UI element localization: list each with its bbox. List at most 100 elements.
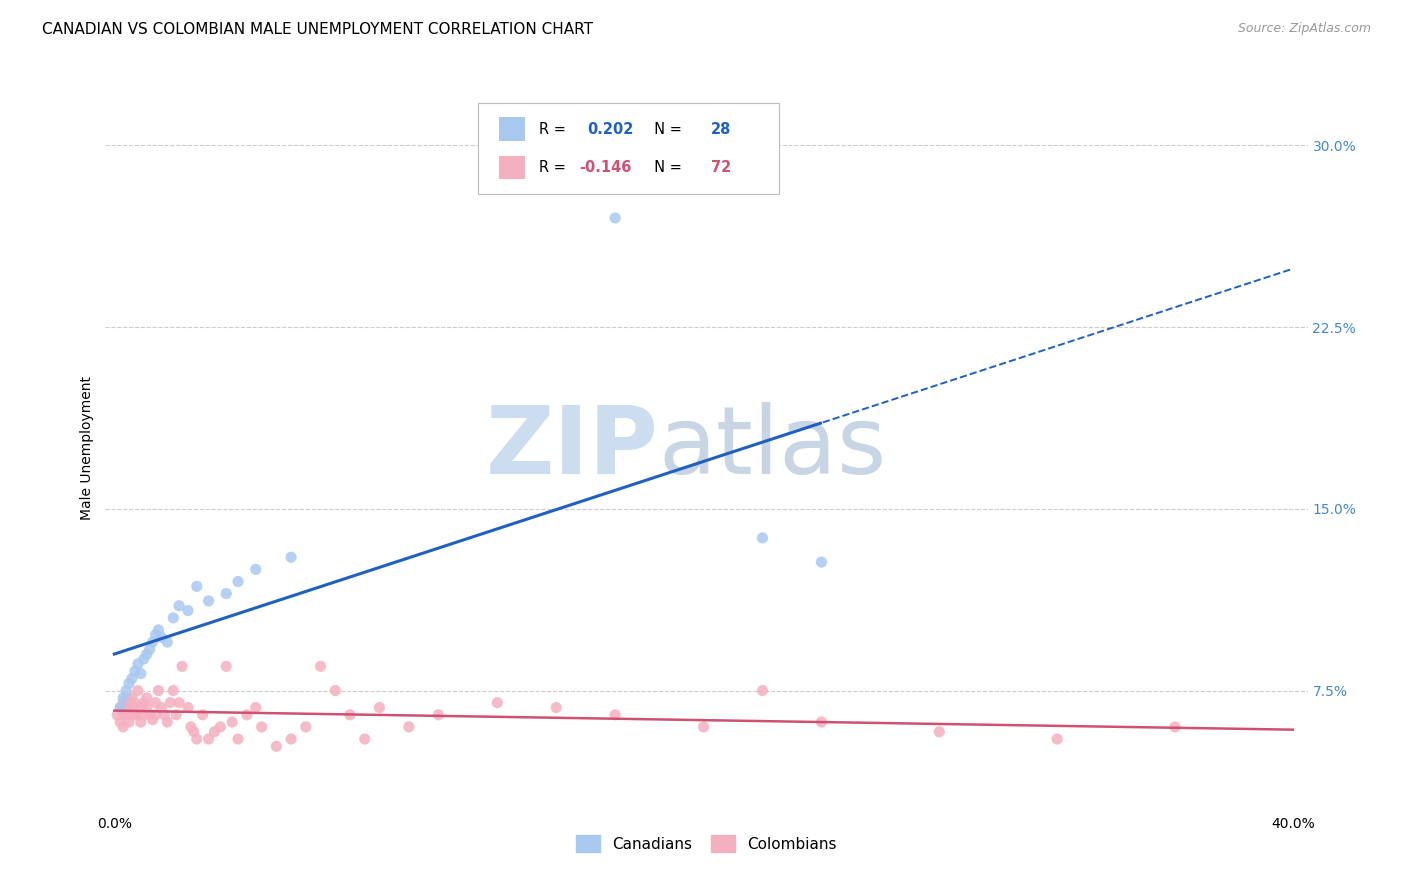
Point: [692, 720, 714, 734]
Point: [226, 731, 249, 746]
Point: [145, 628, 167, 642]
Point: [129, 666, 152, 681]
Point: [135, 690, 157, 705]
Point: [353, 731, 375, 746]
Point: [108, 714, 131, 729]
Point: [810, 555, 832, 569]
Point: [751, 531, 773, 545]
Point: [145, 707, 167, 722]
Point: [108, 700, 131, 714]
Point: [167, 696, 190, 710]
Point: [118, 714, 141, 729]
Point: [215, 659, 238, 673]
Point: [167, 599, 190, 613]
Text: R =: R =: [540, 121, 575, 136]
Point: [124, 664, 146, 678]
Text: 0.202: 0.202: [588, 121, 634, 136]
Point: [124, 707, 146, 722]
Point: [135, 647, 157, 661]
Point: [121, 672, 143, 686]
Point: [810, 714, 832, 729]
Text: CANADIAN VS COLOMBIAN MALE UNEMPLOYMENT CORRELATION CHART: CANADIAN VS COLOMBIAN MALE UNEMPLOYMENT …: [42, 22, 593, 37]
Point: [138, 707, 160, 722]
Point: [204, 724, 226, 739]
Point: [124, 700, 146, 714]
Point: [148, 683, 170, 698]
Point: [309, 659, 332, 673]
Y-axis label: Male Unemployment: Male Unemployment: [80, 376, 94, 520]
Point: [162, 683, 184, 698]
Point: [280, 731, 302, 746]
Point: [398, 720, 420, 734]
Point: [150, 630, 173, 644]
Point: [112, 707, 135, 722]
Point: [129, 714, 152, 729]
Point: [486, 696, 509, 710]
Point: [177, 700, 200, 714]
Point: [127, 683, 149, 698]
Text: atlas: atlas: [658, 402, 887, 494]
Point: [368, 700, 391, 714]
Point: [153, 707, 176, 722]
Text: N =: N =: [645, 121, 686, 136]
Point: [266, 739, 288, 754]
Point: [165, 707, 187, 722]
Point: [180, 720, 202, 734]
Point: [546, 700, 568, 714]
Point: [226, 574, 249, 589]
Point: [186, 579, 208, 593]
Point: [145, 696, 167, 710]
FancyBboxPatch shape: [478, 103, 779, 194]
Point: [142, 713, 165, 727]
Point: [605, 211, 627, 225]
Point: [177, 604, 200, 618]
Point: [197, 731, 219, 746]
Point: [115, 683, 138, 698]
Point: [132, 696, 155, 710]
Point: [183, 724, 205, 739]
FancyBboxPatch shape: [499, 118, 524, 141]
Point: [186, 731, 208, 746]
Point: [112, 720, 135, 734]
Point: [1164, 720, 1187, 734]
Point: [127, 657, 149, 671]
Text: 28: 28: [711, 121, 731, 136]
Text: N =: N =: [645, 160, 686, 175]
Text: ZIP: ZIP: [485, 402, 658, 494]
Point: [1046, 731, 1069, 746]
Point: [928, 724, 950, 739]
Point: [245, 700, 267, 714]
Point: [215, 587, 238, 601]
Point: [124, 696, 146, 710]
Point: [280, 550, 302, 565]
Point: [115, 700, 138, 714]
Point: [294, 720, 316, 734]
Point: [148, 623, 170, 637]
Point: [339, 707, 361, 722]
Point: [138, 642, 160, 657]
Point: [118, 676, 141, 690]
Point: [221, 714, 243, 729]
Point: [323, 683, 346, 698]
Point: [127, 707, 149, 722]
Point: [121, 700, 143, 714]
Point: [142, 635, 165, 649]
Point: [159, 696, 181, 710]
Point: [156, 714, 179, 729]
Point: [245, 562, 267, 576]
Point: [162, 611, 184, 625]
Legend: Canadians, Colombians: Canadians, Colombians: [569, 829, 844, 859]
Text: 72: 72: [711, 160, 731, 175]
Text: R =: R =: [540, 160, 571, 175]
Point: [751, 683, 773, 698]
Point: [108, 700, 131, 714]
Point: [118, 696, 141, 710]
Point: [132, 707, 155, 722]
Point: [209, 720, 232, 734]
FancyBboxPatch shape: [499, 156, 524, 179]
Point: [115, 707, 138, 722]
Point: [156, 635, 179, 649]
Point: [121, 690, 143, 705]
Point: [129, 700, 152, 714]
Text: -0.146: -0.146: [579, 160, 631, 175]
